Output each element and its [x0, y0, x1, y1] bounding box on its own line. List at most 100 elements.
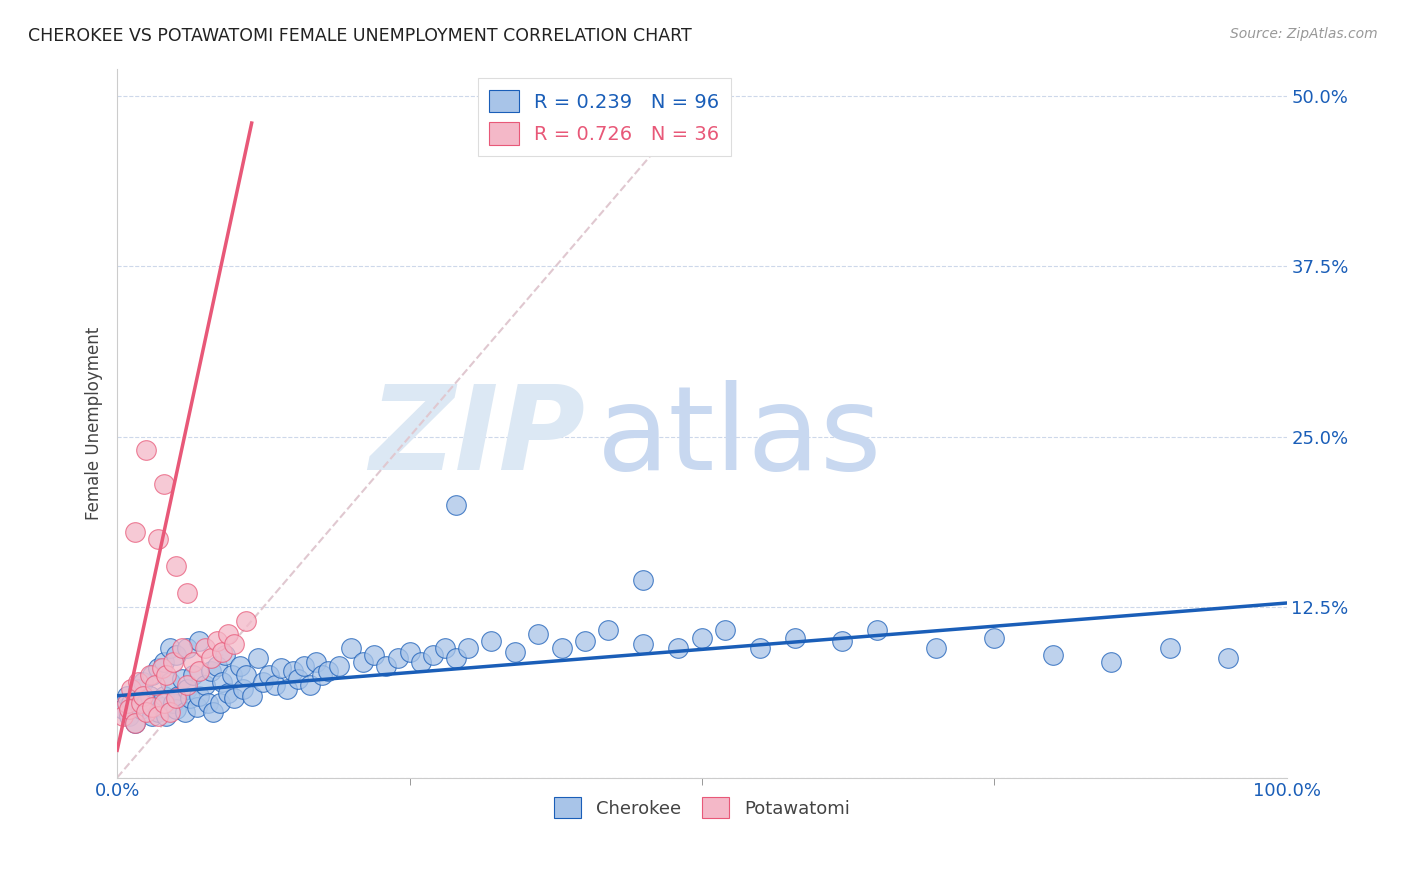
Point: [179, 691, 201, 706]
Point: [170, 640, 193, 655]
Point: [197, 696, 219, 710]
Point: [1099, 655, 1122, 669]
Point: [194, 678, 217, 692]
Point: [363, 648, 385, 662]
Point: [124, 716, 146, 731]
Point: [202, 705, 225, 719]
Point: [211, 675, 233, 690]
Text: ZIP: ZIP: [368, 380, 585, 495]
Point: [135, 696, 157, 710]
Point: [124, 716, 146, 731]
Point: [503, 645, 526, 659]
Point: [411, 655, 433, 669]
Point: [433, 640, 456, 655]
Point: [866, 624, 889, 638]
Point: [141, 699, 163, 714]
Point: [221, 668, 243, 682]
Point: [129, 696, 152, 710]
Point: [165, 702, 187, 716]
Point: [127, 681, 149, 696]
Point: [132, 689, 155, 703]
Point: [200, 664, 222, 678]
Point: [124, 525, 146, 540]
Point: [276, 681, 298, 696]
Point: [422, 648, 444, 662]
Point: [162, 655, 184, 669]
Point: [200, 650, 222, 665]
Point: [132, 675, 155, 690]
Point: [1159, 640, 1181, 655]
Point: [146, 532, 169, 546]
Point: [141, 668, 163, 682]
Point: [170, 673, 193, 687]
Point: [633, 637, 655, 651]
Legend: Cherokee, Potawatomi: Cherokee, Potawatomi: [547, 790, 858, 825]
Text: atlas: atlas: [596, 380, 882, 495]
Point: [120, 696, 142, 710]
Point: [129, 702, 152, 716]
Point: [257, 668, 280, 682]
Point: [785, 632, 807, 646]
Point: [112, 702, 135, 716]
Point: [118, 709, 141, 723]
Point: [155, 668, 177, 682]
Point: [120, 681, 142, 696]
Point: [176, 681, 198, 696]
Point: [232, 681, 254, 696]
Y-axis label: Female Unemployment: Female Unemployment: [86, 326, 103, 520]
Point: [141, 709, 163, 723]
Point: [714, 624, 737, 638]
Point: [135, 705, 157, 719]
Point: [118, 702, 141, 716]
Point: [925, 640, 948, 655]
Point: [139, 689, 162, 703]
Point: [211, 645, 233, 659]
Point: [305, 655, 328, 669]
Point: [240, 689, 263, 703]
Point: [146, 709, 169, 723]
Point: [252, 675, 274, 690]
Point: [143, 678, 166, 692]
Point: [153, 696, 176, 710]
Point: [299, 678, 322, 692]
Point: [340, 640, 363, 655]
Point: [165, 559, 187, 574]
Point: [229, 658, 252, 673]
Point: [375, 658, 398, 673]
Point: [167, 689, 190, 703]
Point: [446, 498, 468, 512]
Point: [457, 640, 479, 655]
Point: [159, 640, 181, 655]
Point: [690, 632, 713, 646]
Point: [246, 650, 269, 665]
Point: [235, 614, 257, 628]
Point: [292, 658, 315, 673]
Point: [115, 689, 138, 703]
Point: [135, 443, 157, 458]
Point: [143, 696, 166, 710]
Point: [224, 691, 246, 706]
Point: [217, 627, 239, 641]
Point: [328, 658, 350, 673]
Point: [214, 648, 236, 662]
Point: [112, 709, 135, 723]
Point: [479, 634, 502, 648]
Point: [209, 696, 232, 710]
Text: Source: ZipAtlas.com: Source: ZipAtlas.com: [1230, 27, 1378, 41]
Point: [115, 696, 138, 710]
Point: [446, 650, 468, 665]
Point: [150, 699, 173, 714]
Text: CHEROKEE VS POTAWATOMI FEMALE UNEMPLOYMENT CORRELATION CHART: CHEROKEE VS POTAWATOMI FEMALE UNEMPLOYME…: [28, 27, 692, 45]
Point: [287, 673, 309, 687]
Point: [174, 705, 197, 719]
Point: [527, 627, 550, 641]
Point: [235, 668, 257, 682]
Point: [188, 689, 211, 703]
Point: [176, 678, 198, 692]
Point: [270, 661, 292, 675]
Point: [224, 637, 246, 651]
Point: [316, 664, 339, 678]
Point: [633, 573, 655, 587]
Point: [155, 709, 177, 723]
Point: [205, 634, 228, 648]
